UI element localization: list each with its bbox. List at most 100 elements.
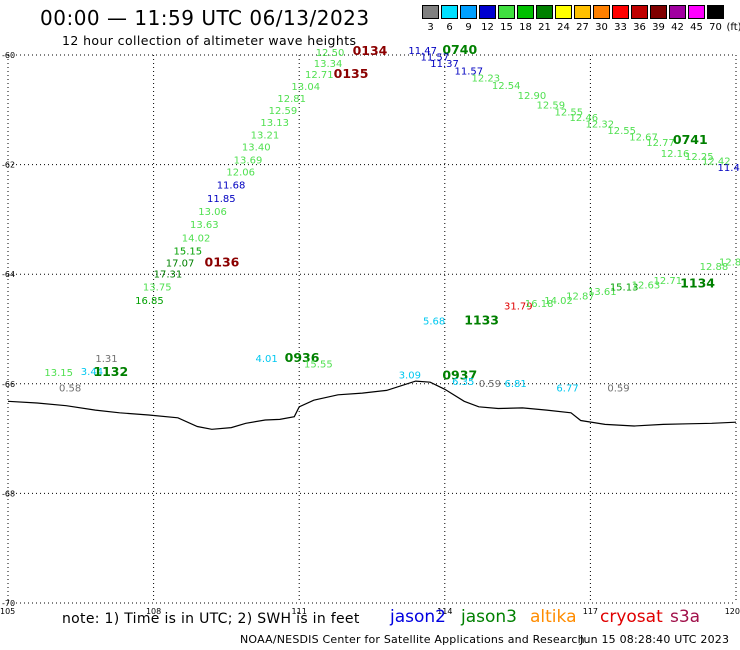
wave-height-label: 13.04	[291, 82, 320, 93]
observation-labels: 12.50 013413.34013512.7113.0412.8112.5913…	[44, 42, 740, 395]
wave-height-label: 12.67	[629, 132, 658, 143]
lat-tick-label: -60	[2, 51, 15, 60]
legend-label: 15	[500, 22, 513, 33]
wave-height-label: 1.31	[95, 354, 117, 365]
graticule	[7, 54, 737, 604]
wave-height-label: 6.35	[452, 377, 474, 388]
wave-height-label: 12.16	[661, 149, 690, 160]
wave-height-label: 12.77	[646, 138, 675, 149]
wave-height-label: 15.15	[173, 246, 202, 257]
wave-height-label: 16.18	[525, 299, 554, 310]
wave-height-label: 31.79	[504, 301, 533, 312]
lat-tick-label: -62	[2, 161, 15, 170]
lon-tick-label: 105	[0, 607, 15, 616]
wave-height-label: 12.87	[566, 291, 595, 302]
footer-timestamp: Jun 15 08:28:40 UTC 2023	[580, 633, 730, 646]
lon-tick-label: 120	[725, 607, 740, 616]
legend-label: 27	[576, 22, 589, 33]
wave-height-label: 12.59	[537, 101, 566, 112]
satellite-name-cryosat: cryosat	[600, 607, 663, 627]
legend-label: 21	[538, 22, 551, 33]
pass-time-label: 0936	[285, 350, 320, 365]
wave-height-label: 12.90	[518, 91, 547, 102]
lon-tick-label: 108	[146, 607, 161, 616]
wave-height-label: 0.58	[59, 383, 81, 394]
wave-height-label: 15.55	[304, 359, 333, 370]
legend-label: 36	[633, 22, 646, 33]
legend-unit: (ft)	[726, 22, 740, 33]
legend-label: 42	[671, 22, 684, 33]
lat-tick-label: -66	[2, 380, 15, 389]
satellite-name-altika: altika	[530, 607, 577, 627]
lon-tick-label: 111	[292, 607, 307, 616]
legend-label: 33	[614, 22, 627, 33]
wave-height-label: 5.68	[423, 317, 445, 328]
wave-height-label: 4.01	[256, 354, 278, 365]
legend-swatch	[498, 5, 515, 19]
wave-height-label: 12.50	[316, 48, 345, 59]
legend-label: 6	[446, 22, 453, 33]
legend-label: 3	[427, 22, 434, 33]
legend-swatch	[441, 5, 458, 19]
wave-height-label: 11.57	[421, 52, 450, 63]
wave-height-label: 13.34	[314, 59, 343, 70]
satellite-name-jason2: jason2	[390, 607, 446, 627]
wave-height-label: 12.88	[719, 257, 740, 268]
legend-swatch	[688, 5, 705, 19]
antarctic-coastline	[7, 380, 737, 430]
wave-height-label: 11.47	[408, 46, 437, 57]
wave-height-label: 12.06	[226, 168, 255, 179]
wave-height-label: 12.81	[277, 94, 306, 105]
satellite-name-jason3: jason3	[461, 607, 517, 627]
wave-height-label: 3.09	[399, 370, 421, 381]
pass-time-label: 0740	[442, 42, 477, 57]
wave-height-label: 12.63	[632, 280, 661, 291]
wave-height-label: 12.32	[586, 119, 615, 130]
wave-height-label: 12.25	[685, 152, 714, 163]
footer-credit: NOAA/NESDIS Center for Satellite Applica…	[240, 633, 585, 646]
wave-height-label: 12.55	[554, 107, 583, 118]
wave-height-label: 3.44	[81, 367, 103, 378]
wave-height-label: 0.59	[607, 383, 629, 394]
pass-time-label: 1134	[680, 275, 715, 290]
wave-height-label: 13.63	[190, 220, 219, 231]
legend-label: 30	[595, 22, 608, 33]
map-title: 00:00 — 11:59 UTC 06/13/2023	[40, 6, 370, 30]
pass-time-label: 0136	[205, 255, 240, 270]
wave-height-label: 12.55	[607, 126, 636, 137]
legend-label: 45	[690, 22, 703, 33]
wave-height-label: 13.75	[143, 283, 172, 294]
wave-height-label: 13.61	[588, 287, 617, 298]
wave-height-label: 13.69	[234, 156, 263, 167]
legend-swatch	[612, 5, 629, 19]
wave-height-label: 13.15	[44, 368, 73, 379]
wave-height-label: 12.59	[269, 106, 298, 117]
legend-label: 24	[557, 22, 570, 33]
legend-label: 70	[709, 22, 722, 33]
wave-height-label: 13.06	[198, 207, 227, 218]
legend-swatch	[593, 5, 610, 19]
lat-tick-label: -68	[2, 489, 15, 498]
legend-swatch	[555, 5, 572, 19]
wave-height-label: 12.88	[700, 262, 729, 273]
wave-height-label: 11.43	[718, 163, 740, 174]
wave-height-label: 11.57	[455, 67, 484, 78]
lon-tick-label: 114	[437, 607, 452, 616]
wave-height-label: 0.59	[479, 379, 501, 390]
pass-time-label: 1132	[93, 364, 128, 379]
legend-swatch	[574, 5, 591, 19]
lat-tick-label: -64	[2, 270, 15, 279]
pass-time-label: 0135	[334, 66, 369, 81]
wave-height-label: 15.13	[610, 283, 639, 294]
pass-time-label: 0937	[442, 367, 477, 382]
legend-label: 39	[652, 22, 665, 33]
wave-height-label: 13.21	[251, 130, 280, 141]
footer-note: note: 1) Time is in UTC; 2) SWH is in fe…	[62, 611, 360, 627]
wave-height-label: 13.40	[242, 142, 271, 153]
wave-height-label: 6.77	[556, 383, 578, 394]
wave-height-label: 14.02	[182, 233, 211, 244]
pass-time-label: 0134	[353, 43, 388, 58]
legend-swatch	[517, 5, 534, 19]
